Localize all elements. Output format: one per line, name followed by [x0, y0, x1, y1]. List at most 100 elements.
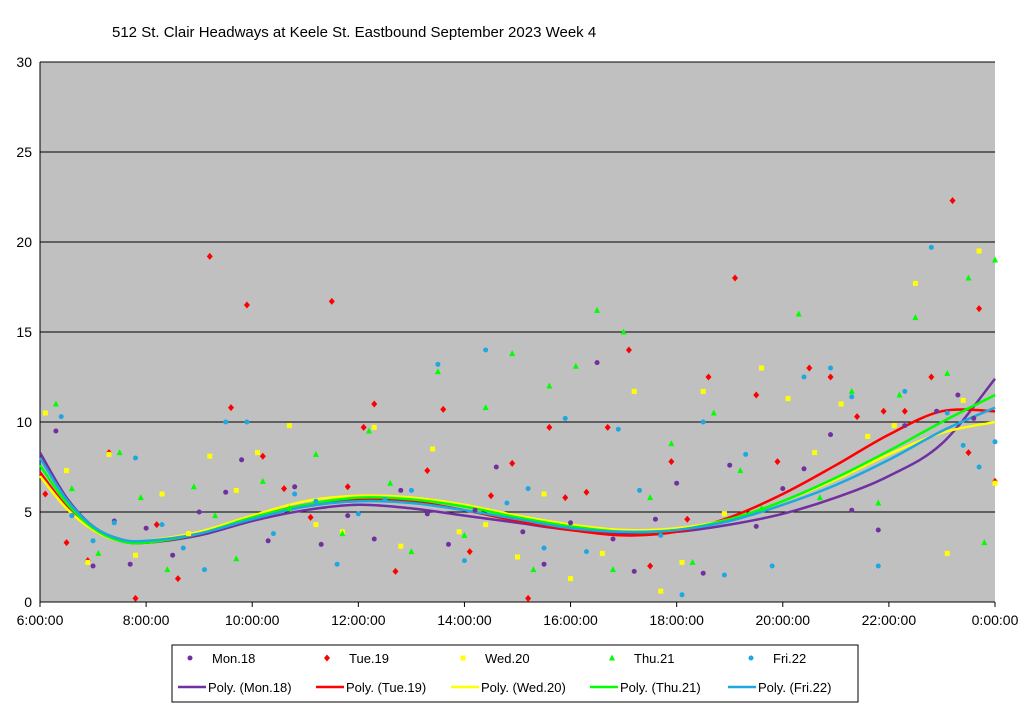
data-point: [233, 555, 240, 562]
data-point: [785, 396, 791, 402]
data-point: [313, 522, 319, 528]
legend-marker: [748, 655, 754, 661]
legend-label: Tue.19: [349, 651, 389, 666]
data-point: [647, 494, 654, 501]
data-point: [334, 561, 340, 567]
data-point: [339, 530, 346, 537]
data-point: [244, 419, 250, 425]
data-point: [212, 512, 219, 519]
data-point: [206, 252, 213, 260]
data-point: [487, 492, 494, 500]
data-point: [801, 374, 807, 380]
data-point: [812, 450, 818, 456]
data-point: [928, 373, 935, 381]
data-point: [854, 413, 861, 421]
data-point: [795, 310, 802, 317]
data-point: [674, 480, 680, 486]
data-point: [398, 487, 404, 493]
data-point: [318, 541, 324, 547]
data-point: [705, 373, 712, 381]
data-point: [912, 280, 918, 286]
data-point: [180, 545, 186, 551]
y-tick-label: 15: [16, 324, 32, 340]
data-point: [408, 548, 415, 555]
data-point: [365, 427, 372, 434]
legend-marker: [460, 655, 466, 661]
data-point: [281, 485, 288, 493]
data-point: [604, 423, 611, 431]
data-point: [170, 552, 176, 558]
data-point: [223, 419, 229, 425]
data-point: [68, 485, 75, 492]
data-point: [446, 541, 452, 547]
data-point: [599, 550, 605, 556]
data-point: [159, 491, 165, 497]
data-point: [259, 477, 266, 484]
data-point: [525, 486, 531, 492]
data-point: [307, 513, 314, 521]
y-tick-label: 5: [24, 504, 32, 520]
data-point: [133, 455, 138, 461]
data-point: [637, 487, 643, 493]
data-point: [631, 568, 637, 574]
x-tick-label: 18:00:00: [649, 612, 704, 628]
data-point: [42, 410, 48, 416]
data-point: [992, 439, 998, 445]
data-point: [196, 509, 202, 515]
data-point: [223, 489, 229, 495]
data-point: [95, 549, 102, 556]
data-point: [875, 499, 882, 506]
data-point: [190, 483, 197, 490]
data-point: [472, 507, 478, 513]
data-point: [493, 464, 499, 470]
data-point: [700, 419, 706, 425]
data-point: [737, 467, 744, 474]
y-tick-label: 30: [16, 54, 32, 70]
data-point: [912, 314, 919, 321]
data-point: [313, 498, 319, 504]
data-point: [944, 410, 950, 416]
data-point: [483, 522, 489, 528]
data-point: [992, 256, 998, 263]
data-point: [239, 457, 245, 463]
legend-label: Fri.22: [773, 651, 806, 666]
data-point: [849, 507, 855, 513]
data-point: [896, 391, 903, 398]
data-point: [647, 562, 654, 570]
data-point: [631, 388, 637, 394]
data-point: [849, 394, 855, 400]
data-point: [652, 516, 658, 522]
data-point: [562, 494, 569, 502]
data-point: [615, 426, 621, 432]
data-point: [583, 488, 590, 496]
data-point: [164, 566, 171, 573]
data-point: [774, 458, 781, 466]
data-point: [976, 464, 982, 470]
series-Wed.20: [42, 248, 998, 594]
data-point: [58, 414, 64, 420]
trendlines: [38, 378, 996, 545]
data-point: [286, 504, 293, 511]
data-point: [610, 536, 616, 542]
data-point: [259, 452, 266, 460]
data-point: [186, 531, 192, 537]
data-point: [270, 531, 276, 537]
data-point: [292, 491, 298, 497]
series-Mon.18: [53, 360, 977, 576]
data-point: [371, 400, 378, 408]
data-point: [371, 536, 377, 542]
data-point: [255, 450, 261, 456]
data-point: [743, 451, 749, 457]
data-point: [700, 388, 706, 394]
data-point: [625, 346, 632, 354]
data-point: [880, 407, 887, 415]
data-point: [583, 549, 589, 555]
data-point: [63, 539, 70, 547]
data-point: [658, 588, 664, 594]
legend-label: Poly. (Fri.22): [758, 680, 831, 695]
data-point: [466, 548, 473, 556]
data-point: [875, 527, 881, 533]
data-point: [541, 561, 547, 567]
data-point: [360, 423, 367, 431]
